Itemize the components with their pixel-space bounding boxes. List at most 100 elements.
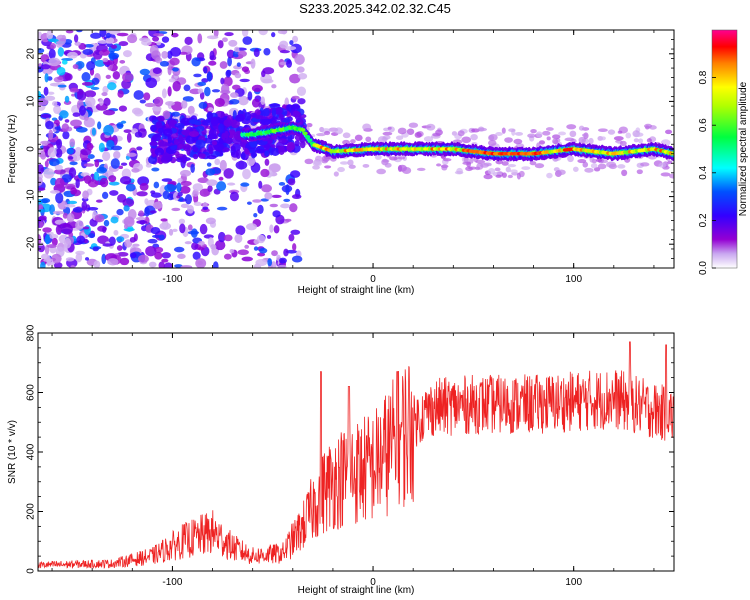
spectrogram-noise-blob	[184, 36, 193, 46]
spectrogram-faint-blob	[513, 138, 523, 145]
spectrogram-noise-blob	[90, 32, 102, 39]
spectrogram-noise-blob	[242, 168, 251, 180]
spectrogram-noise-blob	[162, 190, 170, 200]
spectrogram-cluster-blob	[294, 139, 300, 147]
spectrogram-cluster-blob	[230, 145, 236, 152]
spectrogram-noise-blob	[116, 208, 124, 216]
spectrogram-noise-blob	[289, 40, 294, 46]
colorbar-ticks: 0.0 0.2 0.4 0.6 0.8	[698, 70, 716, 275]
spectrogram-faint-blob	[516, 172, 521, 180]
spectrogram-noise-blob	[253, 246, 259, 251]
spectrogram-noise-blob	[94, 159, 100, 168]
spectrogram-cluster-blob	[178, 144, 183, 149]
spectrogram-noise-blob	[133, 90, 144, 100]
spectrogram-cluster-blob	[206, 111, 214, 120]
spectrogram-noise-blob	[232, 50, 240, 58]
spectrogram-noise-blob	[93, 171, 100, 182]
spectrogram-faint-blob	[508, 128, 516, 133]
spectrogram-noise-blob	[61, 174, 72, 183]
spectrogram-cluster-blob	[223, 119, 233, 127]
spectrogram-noise-blob	[236, 62, 241, 67]
spectrogram-noise-blob	[92, 246, 99, 252]
spectrogram-faint-blob	[408, 122, 419, 128]
spectrogram-noise-blob	[149, 210, 157, 214]
y-tick-label: 600	[26, 384, 37, 401]
spectrogram-noise-blob	[83, 163, 95, 167]
spectrogram-noise-blob	[69, 87, 79, 93]
spectrogram-noise-blob	[283, 198, 291, 203]
spectrogram-noise-blob	[93, 260, 101, 268]
spectrogram-noise-blob	[218, 176, 224, 181]
spectrogram-noise-blob	[155, 41, 162, 46]
spectrogram-noise-blob	[150, 226, 161, 235]
spectrogram-faint-blob	[572, 166, 579, 172]
spectrogram-noise-blob	[201, 78, 209, 83]
spectrogram-noise-blob	[171, 111, 180, 117]
spectrogram-faint-blob	[514, 131, 524, 136]
spectrogram-faint-blob	[348, 164, 356, 169]
spectrogram-noise-blob	[103, 97, 111, 106]
spectrogram-noise-blob	[102, 58, 109, 63]
spectrogram-cluster-blob	[168, 119, 176, 129]
spectrogram-noise-blob	[261, 70, 266, 78]
spectrogram-noise-blob	[103, 219, 110, 227]
spectrogram-noise-blob	[116, 32, 129, 37]
spectrogram-noise-blob	[40, 64, 51, 70]
spectrogram-noise-blob	[199, 188, 211, 197]
spectrogram-noise-blob	[50, 43, 57, 50]
spectrogram-noise-blob	[81, 72, 91, 82]
spectrogram-noise-blob	[98, 50, 104, 56]
spectrogram-faint-blob	[471, 128, 480, 133]
x-tick-label: 100	[565, 274, 582, 285]
spectrogram-noise-blob	[117, 194, 127, 203]
spectrogram-noise-blob	[228, 39, 238, 47]
spectrogram-noise-blob	[167, 86, 172, 97]
spectrogram-faint-blob	[593, 167, 601, 172]
spectrogram-noise-blob	[187, 205, 194, 214]
spectrogram-faint-blob	[567, 155, 574, 163]
spectrogram-noise-blob	[129, 236, 136, 243]
spectrogram-noise-blob	[184, 241, 192, 245]
spectrogram-cluster-blob	[221, 147, 231, 153]
spectrogram-noise-blob	[108, 52, 120, 59]
spectrogram-faint-blob	[527, 133, 536, 138]
spectrogram-noise-blob	[91, 77, 100, 85]
spectrogram-noise-blob	[43, 258, 54, 263]
spectrogram-cluster-blob	[198, 153, 206, 159]
spectrogram-noise-blob	[118, 165, 124, 170]
spectrogram-faint-blob	[617, 164, 626, 169]
spectrogram-noise-blob	[241, 30, 249, 38]
spectrogram-cluster-blob	[278, 145, 285, 155]
spectrogram-noise-blob	[178, 218, 186, 225]
spectrogram-faint-blob	[487, 168, 496, 175]
spectrogram-faint-blob	[347, 159, 354, 166]
spectrogram-noise-blob	[116, 251, 129, 257]
spectrogram-faint-blob	[339, 161, 349, 165]
spectrogram-noise-blob	[230, 92, 239, 98]
spectrogram-noise-blob	[87, 207, 99, 211]
spectrogram-faint-blob	[578, 125, 585, 131]
spectrogram-faint-blob	[470, 133, 478, 141]
spectrogram-noise-blob	[126, 152, 137, 157]
spectrogram-cluster-blob	[208, 146, 214, 155]
spectrogram-faint-blob	[556, 169, 566, 176]
spectrogram-cluster-blob	[254, 114, 264, 120]
spectrogram-noise-blob	[229, 191, 239, 202]
spectrogram-noise-blob	[124, 239, 133, 248]
spectrogram-noise-blob	[219, 159, 227, 171]
spectrogram-noise-blob	[154, 251, 163, 260]
spectrogram-noise-blob	[261, 78, 272, 84]
spectrogram-faint-blob	[469, 157, 474, 164]
spectrogram-noise-blob	[66, 212, 75, 223]
spectrogram-noise-blob	[206, 179, 218, 186]
spectrogram-noise-blob	[257, 204, 264, 214]
spectrogram-faint-blob	[382, 131, 393, 136]
spectrogram-noise-blob	[101, 92, 108, 97]
spectrogram-faint-blob	[350, 139, 356, 144]
spectrogram-noise-blob	[284, 218, 292, 222]
spectrogram-cluster-blob	[188, 130, 200, 138]
spectrogram-noise-blob	[44, 95, 56, 101]
spectrogram-noise-blob	[102, 85, 109, 94]
spectrogram-noise-blob	[105, 32, 111, 39]
spectrogram-faint-blob	[324, 130, 331, 136]
